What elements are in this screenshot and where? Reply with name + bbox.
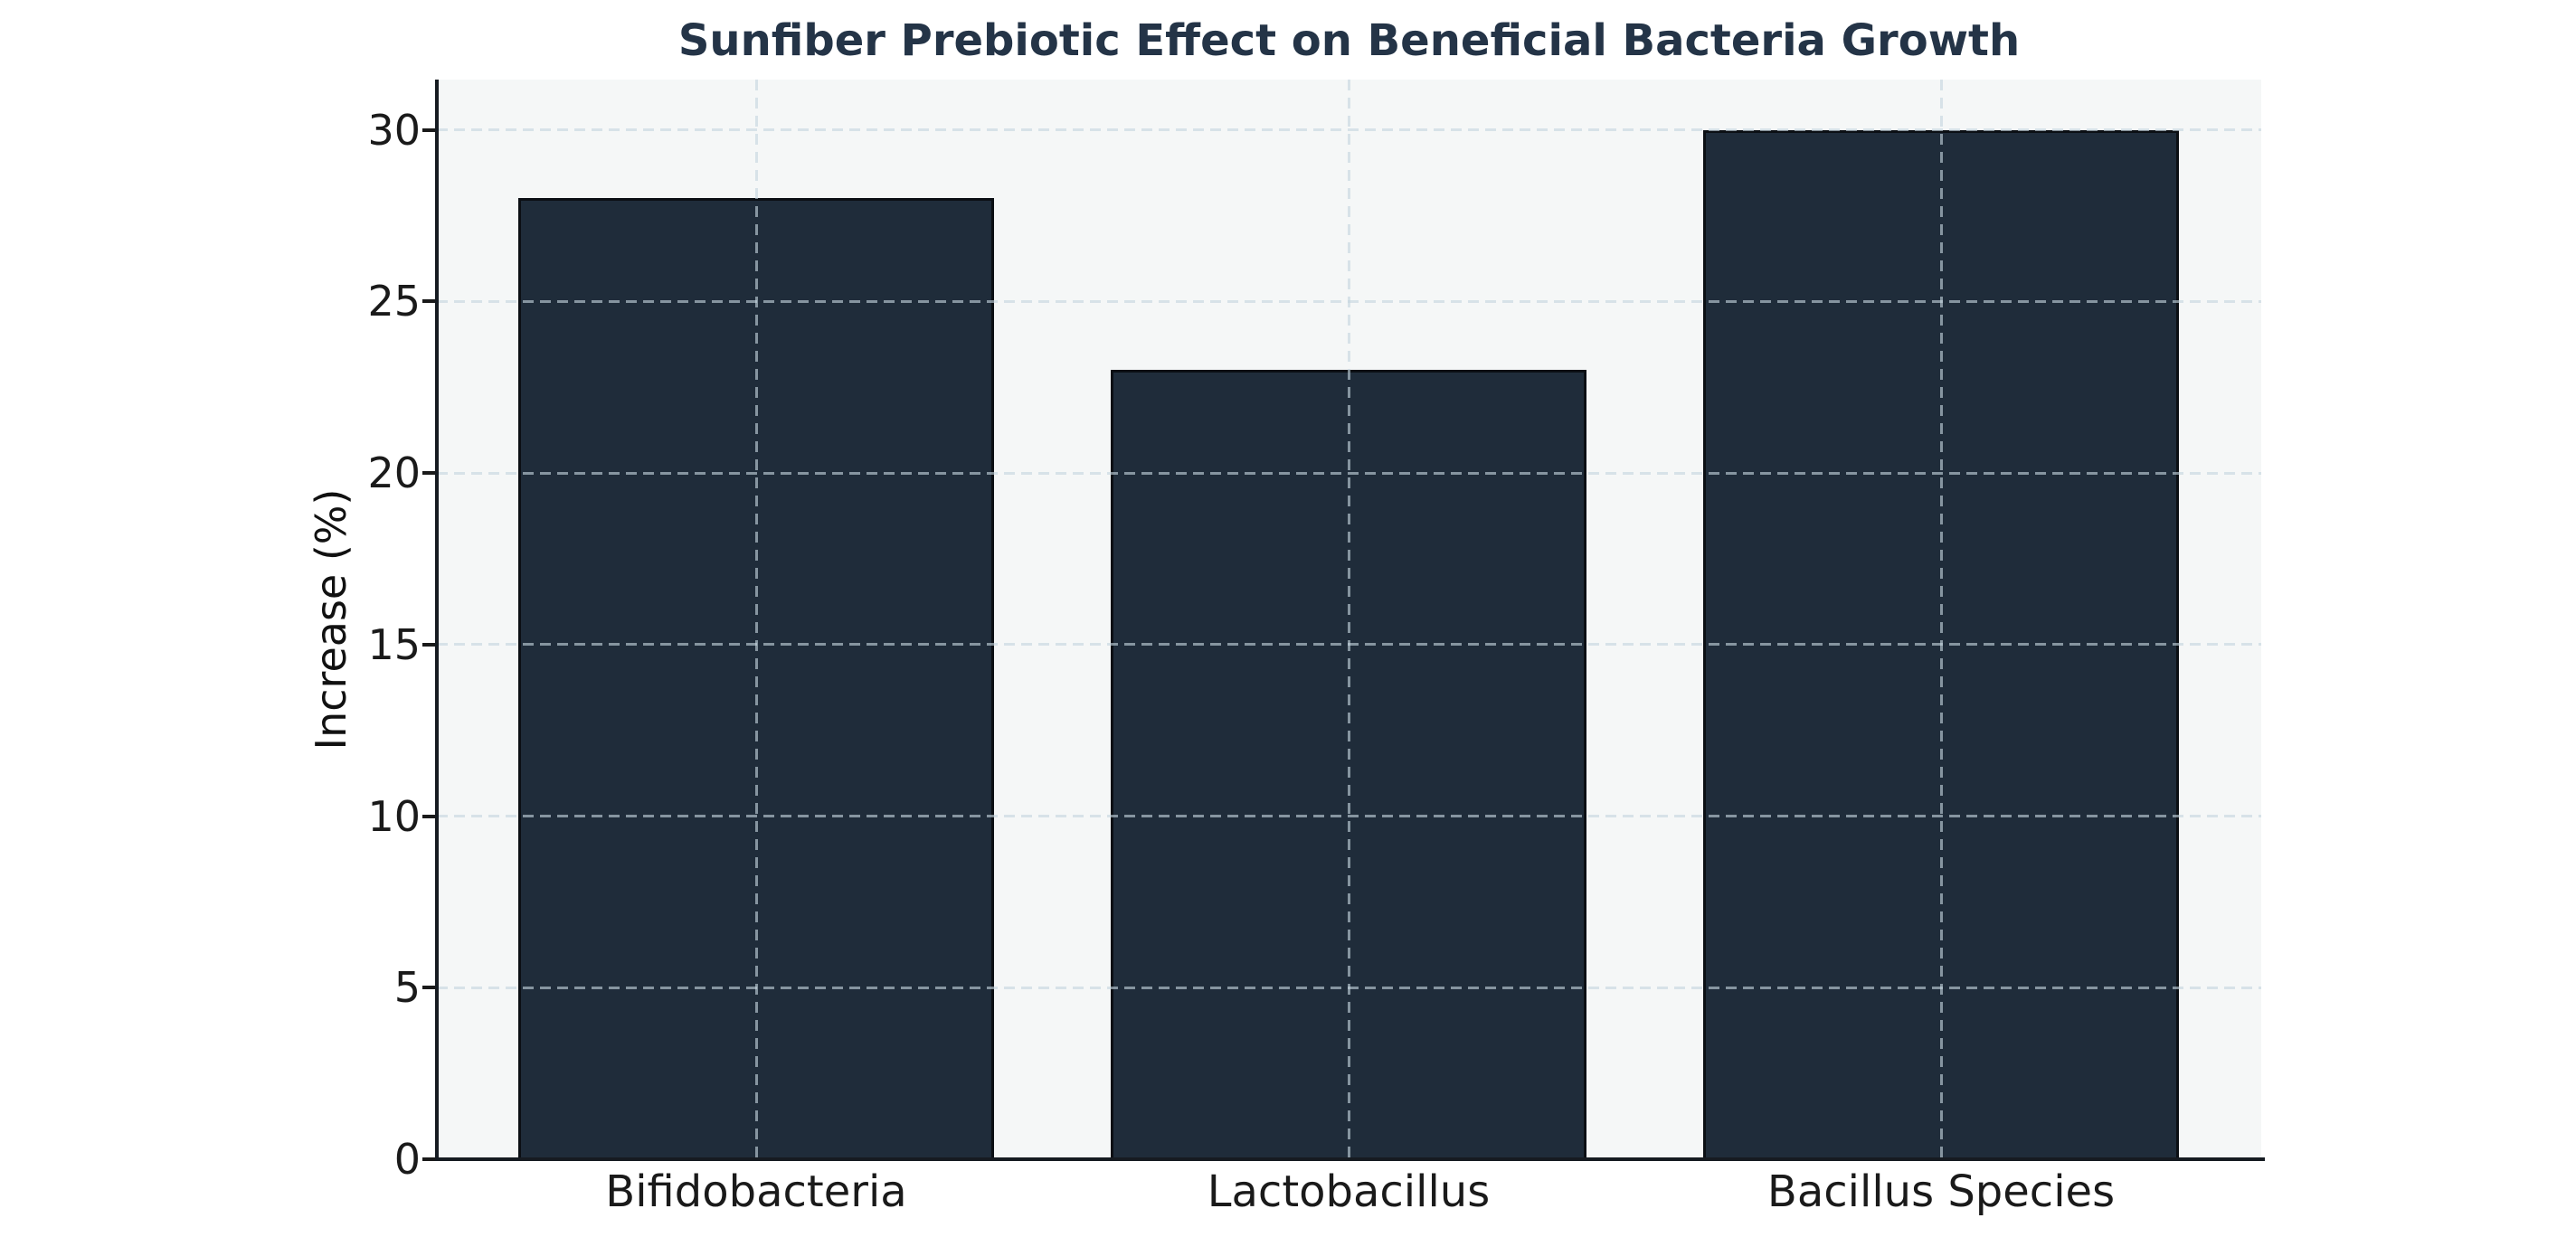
y-tick-label-25: 25	[367, 277, 421, 326]
y-axis-label: Increase (%)	[307, 488, 355, 751]
x-tick-label-bacillus-species: Bacillus Species	[1766, 1166, 2116, 1217]
y-tick-label-0: 0	[393, 1135, 421, 1184]
y-tick-mark-20	[422, 471, 435, 475]
y-tick-label-5: 5	[393, 963, 421, 1013]
y-tick-label-15: 15	[367, 619, 421, 669]
x-tick-label-lactobacillus: Lactobacillus	[1207, 1166, 1491, 1217]
y-tick-mark-15	[422, 642, 435, 647]
y-tick-mark-30	[422, 127, 435, 132]
plot-area	[437, 80, 2261, 1159]
y-tick-label-20: 20	[367, 449, 421, 497]
y-tick-label-10: 10	[367, 791, 421, 841]
y-tick-mark-5	[422, 986, 435, 990]
x-tick-label-bifidobacteria: Bifidobacteria	[605, 1166, 907, 1217]
y-tick-label-30: 30	[367, 105, 421, 155]
y-tick-mark-10	[422, 814, 435, 818]
y-tick-mark-0	[422, 1157, 435, 1161]
chart-title: Sunfiber Prebiotic Effect on Beneficial …	[677, 15, 2021, 66]
y-tick-mark-25	[422, 299, 435, 304]
